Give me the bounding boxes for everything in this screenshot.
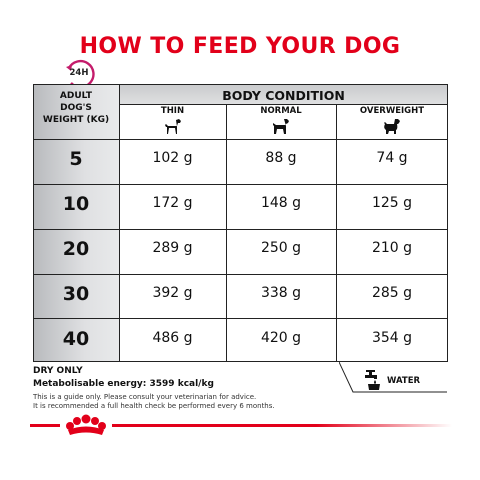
row-divider [33,229,448,230]
clock-label: 24H [69,68,89,78]
row-divider [33,274,448,275]
row-divider [33,184,448,185]
overweight-value: 125 g [371,195,413,211]
weight-divider [119,84,120,362]
thin-dog-icon [163,118,183,136]
column-header-overweight: OVERWEIGHT [359,106,425,116]
normal-dog-icon [271,118,291,136]
overweight-value: 74 g [376,150,408,166]
thin-value: 172 g [152,195,193,211]
metabolisable-energy: Metabolisable energy: 3599 kcal/kg [33,379,214,389]
weight-header-line-1: ADULT [59,91,93,101]
weight-header: ADULT DOG'S WEIGHT (KG) [33,90,119,126]
water-label: WATER [387,376,421,386]
normal-value: 420 g [260,330,302,346]
thin-value: 102 g [152,150,193,166]
column-header-normal: NORMAL [260,106,302,116]
column-divider-1 [226,104,227,362]
column-divider-2 [336,104,337,362]
weight-column-band [33,84,119,362]
overweight-value: 354 g [371,330,413,346]
dry-only-label: DRY ONLY [33,366,83,376]
column-header-thin: THIN [160,106,185,116]
red-divider-left [30,424,60,427]
weight-header-line-3: WEIGHT (KG) [42,115,110,125]
health-check-note: It is recommended a full health check be… [33,402,275,410]
thin-value: 392 g [152,285,193,301]
values-area [119,139,448,362]
red-divider-right [112,424,452,427]
water-tap-icon [363,369,383,391]
normal-value: 88 g [265,150,297,166]
row-divider [33,139,448,140]
weight-header-line-2: DOG'S [60,103,92,113]
guide-note: This is a guide only. Please consult you… [33,393,257,401]
normal-value: 250 g [260,240,302,256]
water-box [338,361,447,394]
weight-value: 40 [62,328,90,350]
page-title: HOW TO FEED YOUR DOG [79,34,401,59]
normal-value: 338 g [260,285,302,301]
body-condition-header: BODY CONDITION [222,88,345,103]
weight-value: 20 [62,238,90,260]
normal-value: 148 g [260,195,302,211]
overweight-dog-icon [382,118,402,136]
weight-value: 30 [62,283,90,305]
subheader-area [119,104,448,139]
feeding-table: BODY CONDITION ADULT DOG'S WEIGHT (KG) T… [33,84,448,362]
row-divider [33,318,448,319]
thin-value: 486 g [152,330,193,346]
header-divider [119,104,448,105]
thin-value: 289 g [152,240,193,256]
overweight-value: 285 g [371,285,413,301]
overweight-value: 210 g [371,240,413,256]
royal-canin-crown-logo [60,413,112,439]
weight-value: 10 [62,193,90,215]
table-border [33,84,448,362]
weight-value: 5 [69,148,83,170]
